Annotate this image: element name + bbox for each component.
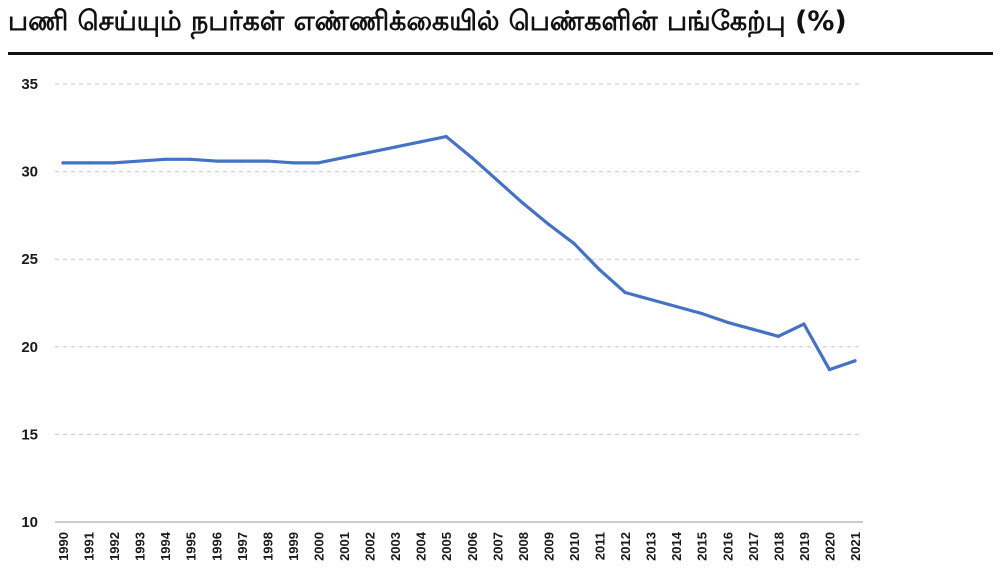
data-point (495, 178, 499, 182)
x-tick-label: 2020 (822, 532, 837, 561)
x-tick-label: 1999 (286, 532, 301, 561)
x-tick-label: 1991 (82, 532, 97, 561)
data-point (597, 268, 602, 272)
x-tick-label: 2010 (567, 532, 582, 561)
x-tick-label: 1994 (158, 531, 173, 561)
data-point (674, 304, 678, 309)
y-tick-label: 35 (21, 76, 38, 93)
data-point (189, 157, 193, 161)
data-point (240, 159, 244, 163)
data-point (291, 161, 295, 165)
data-point (163, 157, 167, 161)
data-point (342, 155, 346, 160)
x-tick-label: 2011 (593, 532, 608, 560)
chart-title: பணி செய்யும் நபர்கள் எண்ணிக்கையில் பெண்க… (8, 6, 847, 37)
x-tick-label: 2004 (414, 531, 429, 561)
y-tick-label: 25 (21, 251, 38, 268)
data-point (86, 161, 91, 165)
x-tick-label: 2015 (695, 532, 710, 561)
x-tick-label: 2019 (797, 532, 812, 561)
x-tick-label: 2000 (311, 532, 326, 561)
x-tick-label: 2005 (439, 532, 454, 561)
data-point (265, 159, 269, 163)
x-tick-label: 2018 (771, 532, 786, 561)
y-tick-label: 15 (21, 426, 38, 443)
data-point (827, 367, 832, 372)
data-point (138, 159, 142, 163)
x-tick-label: 1993 (133, 532, 148, 561)
x-tick-label: 2007 (490, 532, 505, 561)
series-line (61, 134, 857, 372)
data-point (419, 140, 423, 144)
x-tick-label: 2002 (363, 532, 378, 561)
title-underline (8, 52, 993, 55)
x-tick-label: 1990 (56, 532, 71, 561)
x-tick-label: 1992 (107, 532, 122, 561)
data-point (700, 311, 704, 316)
data-point (623, 290, 627, 295)
data-point (112, 161, 116, 165)
data-point (546, 222, 551, 226)
data-point (393, 145, 397, 149)
data-point (751, 327, 755, 331)
y-tick-label: 30 (21, 164, 38, 181)
data-point (853, 359, 857, 363)
data-point (802, 322, 806, 326)
x-tick-label: 2017 (746, 532, 761, 561)
data-point (572, 241, 576, 246)
x-tick-label: 2009 (541, 532, 556, 561)
x-tick-label: 1996 (209, 532, 224, 561)
x-tick-label: 2013 (644, 532, 659, 561)
data-point (444, 134, 448, 139)
x-tick-label: 2006 (465, 532, 480, 561)
data-point (725, 320, 729, 324)
data-point (367, 150, 372, 154)
y-tick-label: 20 (21, 339, 38, 356)
data-point (61, 161, 65, 165)
data-point (521, 201, 525, 205)
x-tick-label: 2014 (669, 531, 684, 561)
x-tick-label: 2016 (720, 532, 735, 561)
x-tick-label: 2008 (516, 532, 531, 561)
x-tick-label: 2012 (618, 532, 633, 561)
x-tick-label: 1995 (184, 532, 199, 561)
data-point (214, 159, 218, 163)
x-tick-label: 1997 (235, 532, 250, 561)
data-point (316, 161, 321, 165)
x-tick-label: 2003 (388, 532, 403, 561)
x-tick-label: 2001 (337, 532, 352, 561)
y-tick-label: 10 (21, 514, 38, 531)
data-point (470, 155, 474, 160)
x-tick-label: 1998 (260, 532, 275, 561)
data-point (776, 334, 780, 338)
data-point (649, 297, 653, 302)
x-tick-label: 2021 (848, 532, 863, 561)
